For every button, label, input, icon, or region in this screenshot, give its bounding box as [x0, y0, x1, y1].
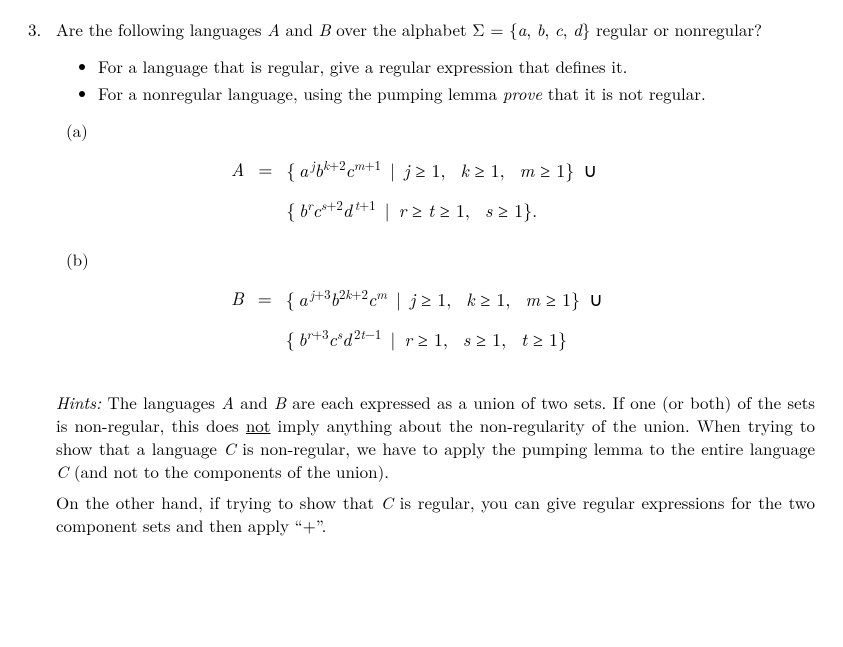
eqA-lhs: A: [231, 152, 244, 182]
eqA-eq: =: [244, 152, 286, 182]
var-B: B: [319, 17, 331, 41]
intro-pre: Are the following languages: [56, 17, 267, 41]
hints-A: A: [221, 390, 234, 414]
eqA-rhs: { a jbk+2cm+1 | j ≥ 1, k ≥ 1, m ≥ 1} ∪ {…: [286, 152, 597, 234]
hints-block: Hints: The languages A and B are each ex…: [56, 391, 815, 537]
hints-B: B: [274, 390, 286, 414]
eqA-line2: { brcs+2d t+1 | r ≥ t ≥ 1, s ≥ 1}.: [286, 194, 597, 228]
hints-p1-1: The languages: [101, 390, 221, 414]
hints-C2: C: [56, 459, 68, 483]
part-a-label: (a): [66, 119, 815, 142]
hints-p2-1: On the other hand, if trying to show tha…: [56, 490, 381, 514]
equation-A: A = { a jbk+2cm+1 | j ≥ 1, k ≥ 1, m ≥ 1}…: [56, 152, 815, 234]
bullet-list: For a language that is regular, give a r…: [56, 55, 815, 105]
part-b-label: (b): [66, 248, 815, 271]
eqB-line2: { br+3csd 2t−1 | r ≥ 1, s ≥ 1, t ≥ 1}: [286, 323, 603, 357]
bullet-1: For a language that is regular, give a r…: [98, 55, 815, 78]
problem-body: Are the following languages A and B over…: [56, 18, 815, 545]
bullet-2: For a nonregular language, using the pum…: [98, 82, 815, 105]
equation-B: B = { a j+3b2k+2cm | j ≥ 1, k ≥ 1, m ≥ 1…: [56, 281, 815, 363]
hints-label: Hints:: [56, 390, 101, 414]
sigma-expr: Σ = {a, b, c, d}: [472, 17, 590, 41]
bullet2-prove: prove: [503, 81, 542, 105]
hints-C3: C: [381, 490, 393, 514]
hints-C1: C: [223, 436, 235, 460]
intro-mid2: over the alphabet: [331, 17, 473, 41]
hints-p1-6: (and not to the components of the union)…: [68, 459, 389, 483]
eqB-line1: { a j+3b2k+2cm | j ≥ 1, k ≥ 1, m ≥ 1} ∪: [286, 281, 603, 317]
eqA-line1: { a jbk+2cm+1 | j ≥ 1, k ≥ 1, m ≥ 1} ∪: [286, 152, 597, 188]
eqB-eq: =: [244, 281, 286, 311]
problem-number: 3.: [28, 18, 56, 41]
hints-p1: Hints: The languages A and B are each ex…: [56, 391, 815, 483]
hints-p2: On the other hand, if trying to show tha…: [56, 491, 815, 537]
eqB-rhs: { a j+3b2k+2cm | j ≥ 1, k ≥ 1, m ≥ 1} ∪ …: [286, 281, 603, 363]
bullet2-pre: For a nonregular language, using the pum…: [98, 81, 503, 105]
hints-p1-2: and: [234, 390, 274, 414]
hints-p1-5: is non-regular, we have to apply the pum…: [236, 436, 815, 460]
intro-post: regular or nonregular?: [590, 17, 762, 41]
hints-not: not: [246, 413, 271, 437]
bullet2-post: that it is not regular.: [542, 81, 706, 105]
eqB-lhs: B: [231, 281, 244, 311]
var-A: A: [267, 17, 280, 41]
intro-mid1: and: [280, 17, 319, 41]
problem-block: 3. Are the following languages A and B o…: [28, 18, 815, 545]
intro-line: Are the following languages A and B over…: [56, 18, 815, 41]
